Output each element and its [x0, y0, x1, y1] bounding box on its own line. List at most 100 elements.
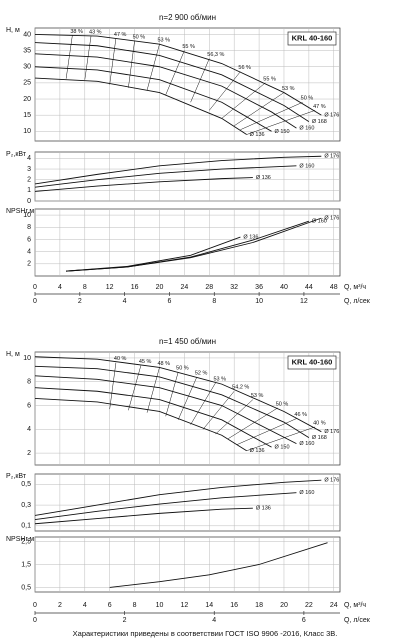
x-tick-label: 20: [280, 602, 288, 609]
efficiency-line: [165, 372, 179, 417]
x2-tick-label: 6: [168, 298, 172, 305]
curve-label: Ø 136: [256, 175, 271, 181]
efficiency-line-label: 54,2 %: [232, 385, 249, 391]
x-tick-label: 36: [255, 284, 263, 291]
curve-label: Ø 176: [324, 478, 339, 484]
curve-label: Ø 160: [299, 441, 314, 447]
efficiency-line: [65, 35, 73, 79]
x-tick-label: 0: [33, 284, 37, 291]
x-tick-label: 8: [133, 602, 137, 609]
x-tick-label: 4: [83, 602, 87, 609]
curve-label: Ø 160: [299, 163, 314, 169]
model-label: KRL 40-160: [292, 357, 333, 366]
y-tick-label: 8: [27, 224, 31, 231]
curve-label: Ø 136: [250, 132, 265, 138]
curve: [34, 492, 297, 521]
x-tick-label: 6: [108, 602, 112, 609]
efficiency-line: [165, 50, 185, 95]
efficiency-line-label: 50 %: [176, 366, 189, 372]
x-tick-label: 18: [255, 602, 263, 609]
model-box: [287, 31, 337, 46]
y-tick-label: 4: [27, 155, 31, 162]
curve: [34, 66, 272, 132]
x2-tick-label: 2: [78, 298, 82, 305]
x-tick-label: 12: [180, 602, 188, 609]
x-tick-label: 28: [205, 284, 213, 291]
x2-tick-label: 12: [300, 298, 308, 305]
efficiency-line: [236, 418, 297, 446]
curve-label: Ø 136: [256, 506, 271, 512]
efficiency-line: [209, 71, 241, 111]
chart-title: n=2 900 об/мин: [159, 13, 216, 22]
curve-label: Ø 168: [312, 119, 327, 125]
y-tick-label: 0,3: [21, 502, 31, 509]
y-tick-label: 15: [23, 112, 31, 119]
efficiency-line-label: 40 %: [114, 356, 127, 362]
x2-axis-label: Q, л/сек: [344, 298, 371, 305]
y-tick-label: 2: [27, 261, 31, 268]
x-tick-label: 24: [180, 284, 188, 291]
efficiency-line: [146, 367, 160, 413]
curve-label: Ø 176: [324, 113, 339, 119]
x-tick-label: 24: [330, 602, 338, 609]
plot-frame: [34, 473, 341, 532]
efficiency-line-label: 50 %: [276, 401, 289, 407]
y-tick-label: 0,1: [21, 523, 31, 530]
y-tick-label: 4: [27, 248, 31, 255]
curve: [66, 217, 322, 272]
curve: [34, 507, 253, 525]
x-tick-label: 32: [230, 284, 238, 291]
y-axis-label: H, м: [6, 27, 20, 34]
plot-frame: [34, 208, 341, 277]
curve-label: Ø 176: [324, 154, 339, 160]
efficiency-line-label: 47 %: [313, 104, 326, 110]
curve-label: Ø 136: [250, 448, 265, 454]
curve-label: Ø 160: [312, 219, 327, 225]
efficiency-line: [109, 38, 117, 85]
x2-tick-label: 6: [302, 617, 306, 624]
curve-label: Ø 150: [275, 445, 290, 451]
y-axis-label: NPSHr,м: [6, 208, 34, 215]
y-tick-label: 8: [27, 379, 31, 386]
efficiency-line-label: 52 %: [195, 370, 208, 376]
y-tick-label: 40: [23, 31, 31, 38]
efficiency-line-label: 55 %: [182, 44, 195, 50]
curve: [34, 165, 297, 188]
y-tick-label: 0,5: [21, 584, 31, 591]
x-tick-label: 14: [205, 602, 213, 609]
model-label: KRL 40-160: [292, 33, 333, 42]
efficiency-line-label: 43 %: [89, 30, 102, 36]
x-tick-label: 0: [33, 602, 37, 609]
efficiency-line: [246, 110, 316, 135]
y-tick-label: 20: [23, 96, 31, 103]
x-tick-label: 20: [156, 284, 164, 291]
efficiency-line-label: 53 %: [214, 376, 227, 382]
x2-tick-label: 4: [123, 298, 127, 305]
curve-label: Ø 150: [275, 129, 290, 135]
x-tick-label: 4: [58, 284, 62, 291]
x-axis-label: Q, м³/ч: [344, 284, 366, 291]
y-tick-label: 3: [27, 166, 31, 173]
curve: [34, 365, 310, 439]
efficiency-line: [128, 40, 135, 88]
efficiency-line: [177, 376, 198, 420]
x-tick-label: 48: [330, 284, 338, 291]
efficiency-line-label: 47 %: [114, 32, 127, 38]
model-box: [287, 355, 337, 370]
efficiency-line-label: 56 %: [238, 65, 251, 71]
y-tick-label: 0: [27, 198, 31, 205]
x-tick-label: 16: [131, 284, 139, 291]
efficiency-line: [128, 365, 142, 411]
x-tick-label: 40: [280, 284, 288, 291]
y-tick-label: 10: [23, 128, 31, 135]
curve-label: Ø 168: [312, 435, 327, 441]
curve: [34, 177, 253, 192]
y-axis-label: NPSHr,м: [6, 536, 34, 543]
efficiency-line-label: 56,3 %: [207, 52, 224, 58]
x-axis-label: Q, м³/ч: [344, 602, 366, 609]
efficiency-line-label: 50 %: [301, 96, 314, 102]
curve: [34, 53, 297, 129]
efficiency-line: [84, 36, 92, 80]
efficiency-line-label: 46 %: [294, 412, 307, 418]
